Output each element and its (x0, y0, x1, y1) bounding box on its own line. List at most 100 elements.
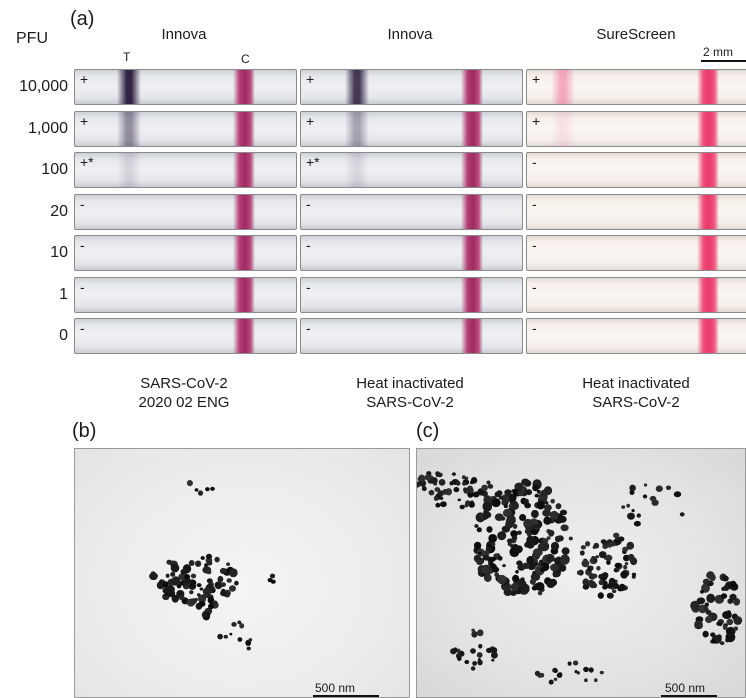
test-line-label: T (123, 50, 131, 64)
nanoparticle (522, 562, 530, 569)
nanoparticle (523, 498, 529, 504)
test-line-band (345, 70, 369, 104)
nanoparticle (482, 501, 493, 512)
nanoparticle (237, 637, 243, 642)
nanoparticle (457, 498, 461, 502)
nanoparticle (592, 545, 596, 549)
nanoparticle (491, 542, 496, 546)
nanoparticle (239, 623, 245, 629)
nanoparticle (471, 631, 478, 638)
nanoparticle (696, 597, 706, 605)
result-sign: - (532, 154, 537, 170)
control-line-band (461, 236, 483, 270)
nanoparticle (498, 495, 504, 500)
nanoparticle (532, 484, 539, 492)
nanoparticle (186, 480, 193, 487)
nanoparticle (459, 504, 465, 510)
nanoparticle (190, 573, 197, 579)
nanoparticle (194, 488, 199, 492)
nanoparticle (515, 570, 519, 574)
nanoparticle (600, 539, 607, 544)
nanoparticle (497, 531, 507, 541)
nanoparticle (704, 602, 709, 607)
nanoparticle (568, 536, 573, 541)
panel-b-letter: (b) (72, 420, 97, 442)
nanoparticle (556, 672, 563, 678)
nanoparticle (655, 485, 663, 492)
nanoparticle (622, 546, 629, 552)
nanoparticle (451, 472, 456, 476)
control-line-band (233, 236, 255, 270)
test-strip: - (526, 318, 746, 354)
column-caption-1-line2: 2020 02 ENG (138, 394, 230, 411)
nanoparticle (618, 536, 625, 542)
nanoparticle (214, 556, 220, 563)
nanoparticle (602, 584, 608, 590)
nanoparticle (178, 573, 186, 581)
pfu-header: PFU (16, 30, 48, 47)
control-line-band (233, 319, 255, 353)
nanoparticle (433, 482, 438, 486)
nanoparticle (149, 572, 158, 581)
result-sign: - (532, 278, 537, 295)
test-strip: - (526, 276, 746, 313)
nanoparticle (502, 564, 506, 568)
nanoparticle (435, 471, 440, 476)
test-line-band (117, 111, 141, 146)
nanoparticle (729, 580, 737, 588)
nanoparticle (512, 523, 518, 529)
result-sign: - (80, 195, 85, 212)
nanoparticle (582, 584, 590, 590)
nanoparticle (545, 553, 555, 563)
nanoparticle (512, 574, 520, 583)
nanoparticle (516, 560, 523, 566)
nanoparticle (212, 600, 218, 605)
control-line-band (461, 277, 483, 312)
nanoparticle (492, 566, 500, 573)
nanoparticle (547, 529, 555, 537)
column-caption-1: SARS-CoV-2 2020 02 ENG (72, 374, 296, 412)
result-sign: + (80, 71, 89, 87)
nanoparticle (206, 578, 213, 584)
nanoparticle (703, 606, 709, 612)
nanoparticle (623, 564, 628, 570)
nanoparticle (478, 551, 482, 555)
result-sign: - (532, 237, 537, 253)
result-sign: - (532, 195, 537, 212)
nanoparticle (521, 478, 530, 486)
nanoparticle (626, 541, 635, 550)
pfu-label: 100 (41, 161, 68, 178)
nanoparticle (503, 504, 508, 509)
test-strip: - (300, 235, 523, 271)
nanoparticle (197, 594, 202, 599)
nanoparticle (226, 562, 231, 566)
nanoparticle (165, 585, 175, 595)
nanoparticle (248, 638, 253, 642)
nanoparticle (524, 528, 531, 535)
scale-bar-2mm-label: 2 mm (703, 45, 733, 59)
nanoparticle (210, 486, 215, 491)
nanoparticle (519, 514, 527, 521)
nanoparticle (673, 491, 682, 498)
result-sign: +* (80, 154, 94, 170)
nanoparticle (229, 585, 236, 592)
nanoparticle (589, 580, 596, 589)
scale-bar-c (661, 695, 717, 697)
nanoparticle (478, 644, 483, 649)
nanoparticle (486, 480, 491, 485)
nanoparticle (428, 489, 435, 496)
nanoparticle (434, 487, 441, 492)
nanoparticle (534, 670, 541, 677)
nanoparticle (554, 557, 562, 565)
nanoparticle (560, 524, 569, 532)
test-line-band (345, 111, 369, 146)
nanoparticle (476, 527, 482, 533)
nanoparticle (633, 520, 641, 527)
nanoparticle (491, 658, 495, 662)
nanoparticle (184, 574, 190, 580)
nanoparticle (538, 538, 544, 544)
nanoparticle (561, 547, 570, 555)
nanoparticle (560, 554, 570, 565)
column-caption-3-line1: Heat inactivated (582, 375, 690, 392)
result-sign: + (532, 71, 541, 87)
